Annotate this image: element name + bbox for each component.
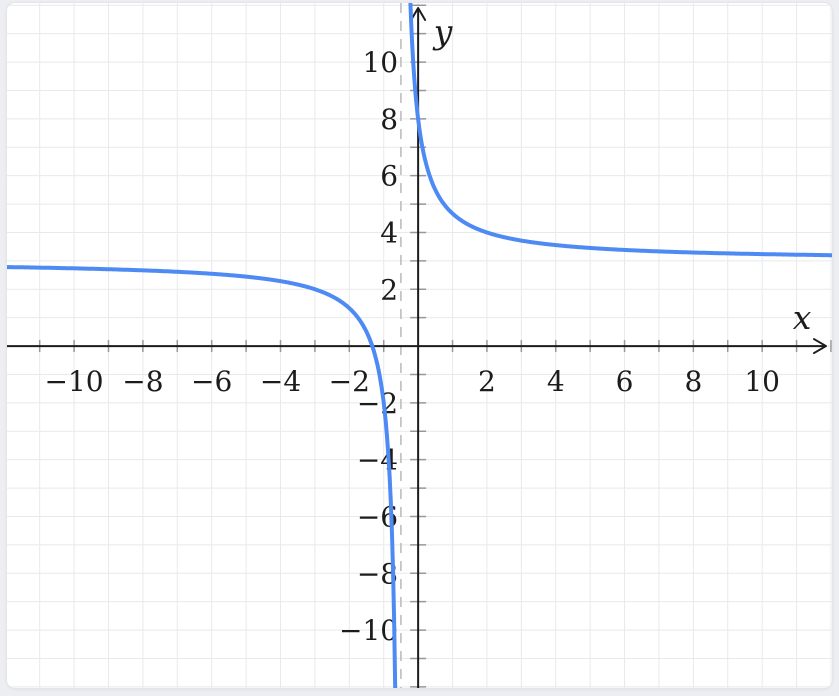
curve-left-branch xyxy=(7,265,398,688)
y-axis-label: y xyxy=(432,12,453,51)
x-tick-label: −8 xyxy=(122,365,163,398)
y-tick-label: 8 xyxy=(380,103,398,136)
y-tick-label: 6 xyxy=(380,160,398,193)
x-tick-label: 6 xyxy=(616,365,634,398)
curve-right-branch xyxy=(408,3,832,258)
axis-letter-labels: yx xyxy=(432,12,812,337)
x-tick-label: 4 xyxy=(547,365,565,398)
y-tick-label: −10 xyxy=(339,614,398,647)
x-axis-arrow xyxy=(813,338,827,355)
y-axis-arrow xyxy=(410,7,427,21)
y-tick-label: −2 xyxy=(357,387,398,420)
y-tick-label: 2 xyxy=(380,273,398,306)
x-tick-label: −10 xyxy=(45,365,104,398)
x-tick-label: 2 xyxy=(478,365,496,398)
function-curve xyxy=(7,3,832,688)
y-tick-label: −4 xyxy=(357,444,398,477)
x-axis-label: x xyxy=(793,298,812,337)
graph-card: −10 −8 −6 −4 −2 2 4 6 8 10 −10 −8 −6 −4 −2 2 4 6 8 10 y x xyxy=(7,3,832,688)
x-tick-label: 8 xyxy=(684,365,702,398)
y-tick-label: 10 xyxy=(362,46,398,79)
x-tick-label: −6 xyxy=(191,365,232,398)
x-tick-label: −4 xyxy=(260,365,301,398)
x-tick-label: −2 xyxy=(329,365,370,398)
x-tick-label: 10 xyxy=(744,365,780,398)
y-tick-label: 4 xyxy=(380,216,398,249)
